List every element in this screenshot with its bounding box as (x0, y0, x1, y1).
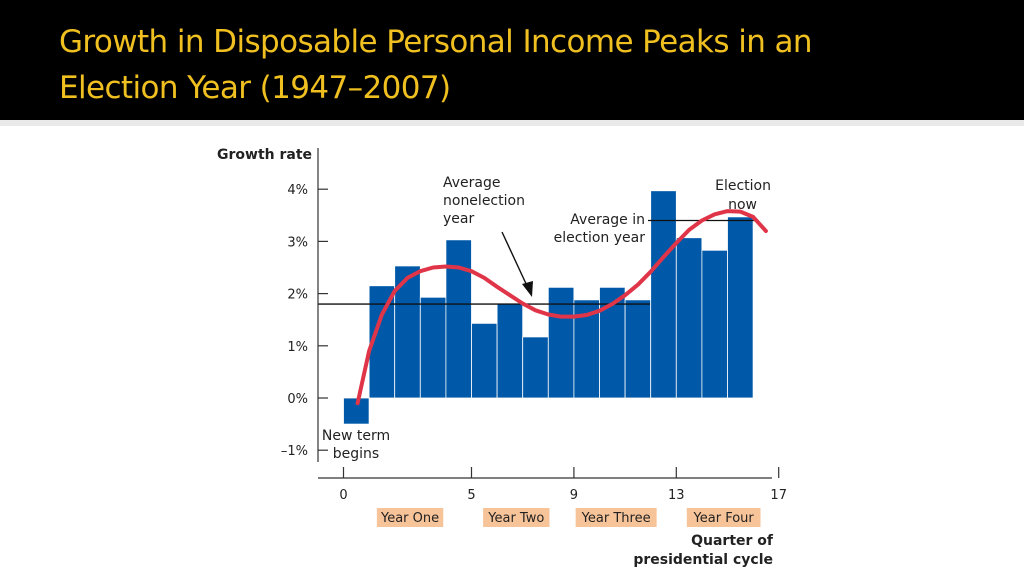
trend-layer (355, 209, 768, 406)
year-label-1: Year One (376, 508, 444, 527)
annotation-election-now: now (728, 197, 757, 213)
annotation-new-term: New term (322, 428, 390, 444)
annotation-average-nonelection: Average (443, 175, 501, 191)
year-label-text: Year One (380, 511, 439, 526)
year-label-text: Year Four (693, 511, 755, 526)
axes-layer: 4% 3% 2% 1% 0% –1% Growth rate 0 5 9 13 17 Quarter o… (217, 147, 787, 568)
y-tick-label: 2% (287, 288, 308, 303)
year-label-text: Year Two (487, 511, 544, 526)
bar-quarter-14 (675, 237, 703, 399)
bar-quarter-15 (701, 249, 728, 399)
y-tick-label: 1% (287, 340, 308, 355)
slide-title-bar: Growth in Disposable Personal Income Pea… (0, 0, 1024, 120)
bar-quarter-6 (471, 322, 498, 399)
bar-quarter-5 (445, 239, 472, 399)
bar-quarter-13 (650, 190, 677, 399)
annotation-average-nonelection: nonelection (443, 193, 525, 209)
year-label-2: Year Two (483, 508, 550, 527)
year-label-background (686, 508, 761, 527)
x-tick-label: 13 (668, 488, 685, 503)
bar-quarter-1 (343, 397, 370, 425)
year-label-3: Year Three (575, 508, 657, 527)
year-label-background (376, 508, 444, 527)
y-tick-label: 0% (287, 392, 308, 407)
y-tick-label: 4% (287, 183, 308, 198)
bar-quarter-4 (419, 296, 447, 399)
trend-curve (355, 209, 768, 406)
annotation-election-now: Election (715, 178, 771, 194)
x-tick-label: 9 (570, 488, 578, 503)
slide-title-line-2: Election Year (1947–2007) (59, 70, 451, 106)
x-tick-label: 5 (467, 488, 475, 503)
y-tick-label: 3% (287, 235, 308, 250)
annotation-arrow-head (522, 281, 533, 297)
annotation-new-term: begins (333, 446, 379, 462)
x-axis-title-line-2: presidential cycle (633, 552, 773, 568)
bar-quarter-7 (496, 303, 524, 399)
annotation-average-nonelection: year (443, 211, 474, 227)
labels-layer: Year One Year Two Year Three Year Four New t… (322, 175, 771, 527)
year-label-background (575, 508, 657, 527)
slide-title-line-1: Growth in Disposable Personal Income Pea… (59, 24, 813, 60)
year-label-background (483, 508, 550, 527)
annotation-arrow-shaft (501, 231, 529, 289)
x-axis-title-line-1: Quarter of (691, 533, 774, 549)
annotation-average-election: Average in (570, 212, 645, 228)
x-tick-label: 17 (770, 488, 787, 503)
x-tick-label: 0 (339, 488, 347, 503)
year-label-text: Year Three (581, 511, 651, 526)
bar-quarter-8 (522, 336, 549, 399)
year-label-4: Year Four (686, 508, 761, 527)
y-tick-label: –1% (281, 444, 308, 459)
y-axis-title: Growth rate (217, 147, 312, 163)
annotation-average-election: election year (554, 230, 646, 246)
bar-quarter-12 (624, 299, 652, 399)
bar-quarter-16 (727, 216, 754, 399)
title-divider (0, 120, 1024, 126)
